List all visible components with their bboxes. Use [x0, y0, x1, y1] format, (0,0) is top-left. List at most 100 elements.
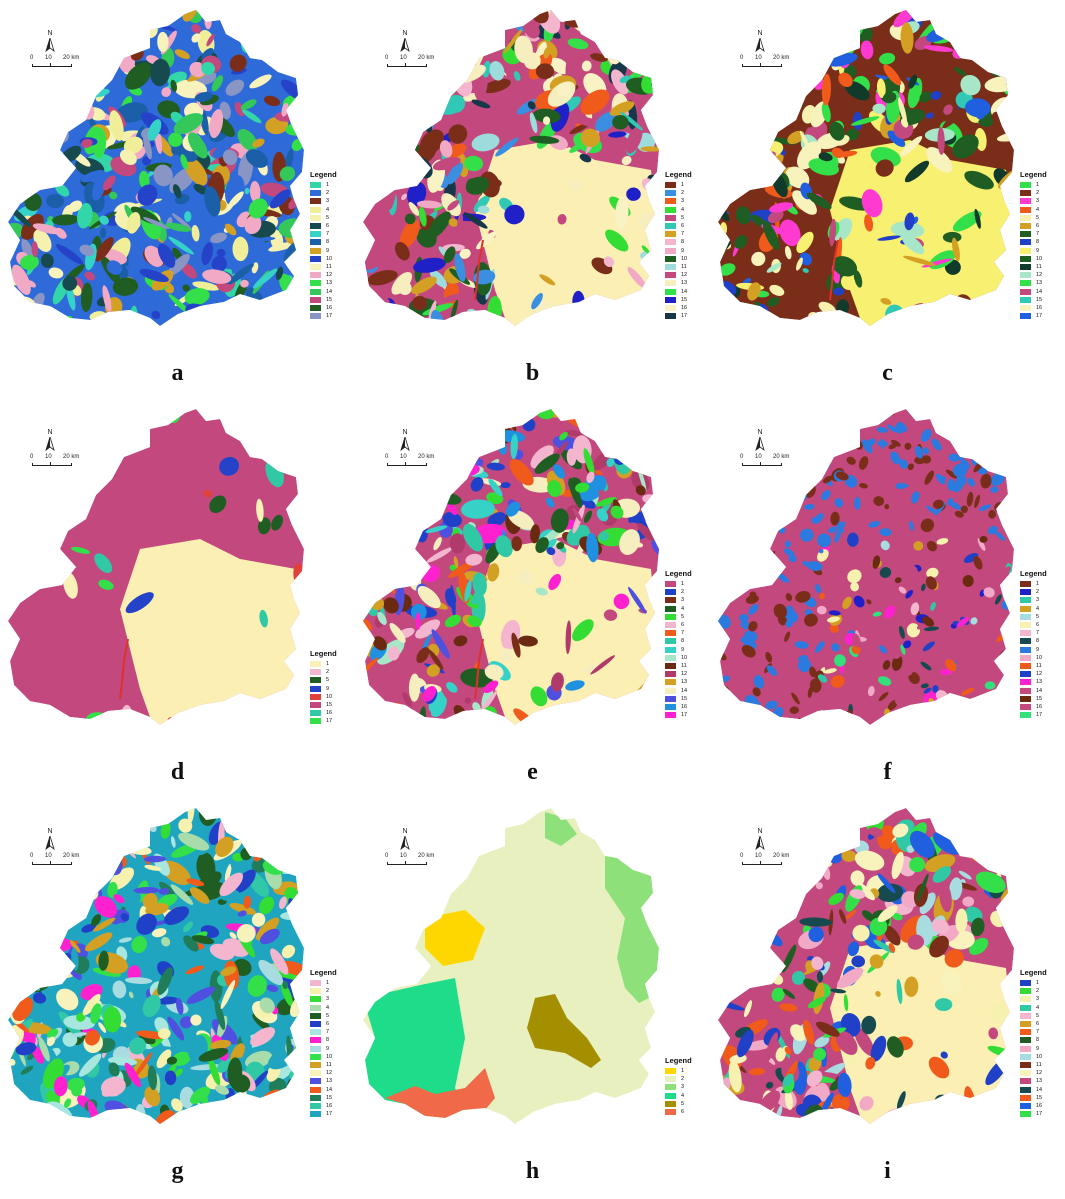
- map-patch: [215, 1084, 230, 1095]
- legend-label: 15: [1036, 1094, 1043, 1101]
- map-patch: [648, 688, 659, 695]
- map-patch: [718, 1105, 730, 1118]
- map-patch: [8, 39, 22, 53]
- legend-swatch: [1020, 1078, 1031, 1085]
- map-patch: [227, 191, 244, 208]
- legend-label: 2: [681, 1076, 685, 1083]
- legend-swatch: [1020, 1029, 1031, 1036]
- map-patch: [389, 81, 415, 108]
- map-patch: [1000, 847, 1014, 870]
- legend-item: 14: [310, 287, 350, 295]
- map-patch: [767, 567, 778, 577]
- map-patch: [974, 844, 983, 853]
- legend-item: 3: [665, 596, 705, 604]
- map-patch: [389, 546, 397, 559]
- map-patch: [211, 1019, 238, 1045]
- map-plain: [830, 938, 1010, 1124]
- map-patch: [728, 99, 736, 119]
- map-patch: [719, 586, 726, 594]
- map-canvas: [363, 10, 659, 326]
- map-patch: [120, 913, 130, 922]
- map-patch: [904, 976, 919, 997]
- legend-label: 11: [681, 662, 687, 669]
- map-patch: [799, 528, 814, 542]
- legend-swatch: [1020, 613, 1031, 620]
- map-patch: [888, 943, 896, 953]
- map-patch: [815, 584, 822, 594]
- map-patch: [997, 466, 1012, 471]
- scale-line: [387, 463, 427, 466]
- map-patch: [270, 948, 289, 975]
- map-patch: [389, 563, 405, 582]
- map-patch: [782, 900, 793, 911]
- legend-item: 16: [310, 304, 350, 312]
- map-patch: [412, 295, 428, 311]
- map-patch: [859, 11, 880, 21]
- map-patch: [143, 855, 167, 863]
- map-patch: [471, 133, 500, 152]
- legend-label: 7: [681, 231, 685, 238]
- map-patch: [804, 248, 829, 274]
- map-patch: [11, 264, 31, 295]
- map-patch: [363, 76, 379, 104]
- map-patch: [988, 1027, 999, 1040]
- map-patch: [904, 442, 912, 450]
- map-patch: [107, 881, 118, 898]
- map-patch: [55, 183, 70, 197]
- map-patch: [978, 15, 1001, 44]
- legend-swatch: [310, 272, 321, 279]
- map-patch: [441, 20, 455, 34]
- map-patch: [14, 939, 35, 964]
- legend-item: 7: [1020, 629, 1060, 637]
- legend-label: 15: [681, 695, 688, 702]
- map-patch: [745, 319, 757, 326]
- legend-title: Legend: [310, 649, 337, 658]
- legend-swatch: [310, 263, 321, 270]
- map-patch: [980, 473, 992, 489]
- map-patch: [402, 69, 420, 86]
- map-patch: [919, 892, 936, 915]
- map-patch: [236, 924, 256, 943]
- legend-swatch: [665, 313, 676, 320]
- map-patch: [973, 638, 982, 647]
- map-patch: [637, 523, 655, 542]
- map-patch: [738, 538, 750, 551]
- legend-item: 2: [1020, 189, 1060, 197]
- map-patch: [572, 619, 594, 642]
- legend-item: 3: [1020, 197, 1060, 205]
- legend-swatch: [1020, 1086, 1031, 1093]
- legend-swatch: [310, 1012, 321, 1019]
- map-patch: [147, 119, 162, 141]
- legend-swatch: [665, 613, 676, 620]
- map-patch: [15, 925, 31, 945]
- legend-label: 2: [326, 988, 330, 995]
- legend-item: 9: [1020, 247, 1060, 255]
- map-patch: [894, 696, 903, 706]
- map-patch: [597, 713, 610, 725]
- map-patch: [377, 611, 387, 625]
- legend-item: 2: [665, 189, 705, 197]
- map-legend: Legend 1 2 3 4 5 6 7 8 9 10 11 12 13 14 15 16 17: [1020, 968, 1060, 1118]
- map-patch: [838, 814, 871, 826]
- map-patch: [470, 477, 484, 492]
- map-patch: [956, 655, 966, 668]
- map-patch: [170, 79, 178, 92]
- legend-swatch: [665, 288, 676, 295]
- map-patch: [466, 30, 495, 50]
- map-patch: [518, 570, 533, 585]
- legend-swatch: [1020, 313, 1031, 320]
- map-patch: [967, 478, 976, 487]
- map-patch: [45, 135, 60, 149]
- legend-item: 1: [310, 181, 350, 189]
- map-patch: [838, 17, 858, 42]
- legend-swatch: [665, 703, 676, 710]
- map-patch: [287, 838, 301, 851]
- map-patch: [767, 297, 780, 307]
- map-patch: [757, 713, 766, 724]
- map-patch: [766, 665, 778, 676]
- map-plain: [475, 140, 655, 326]
- map-patch: [252, 10, 266, 38]
- map-patch: [861, 439, 873, 454]
- map-canvas: [8, 409, 304, 725]
- map-patch: [279, 166, 296, 181]
